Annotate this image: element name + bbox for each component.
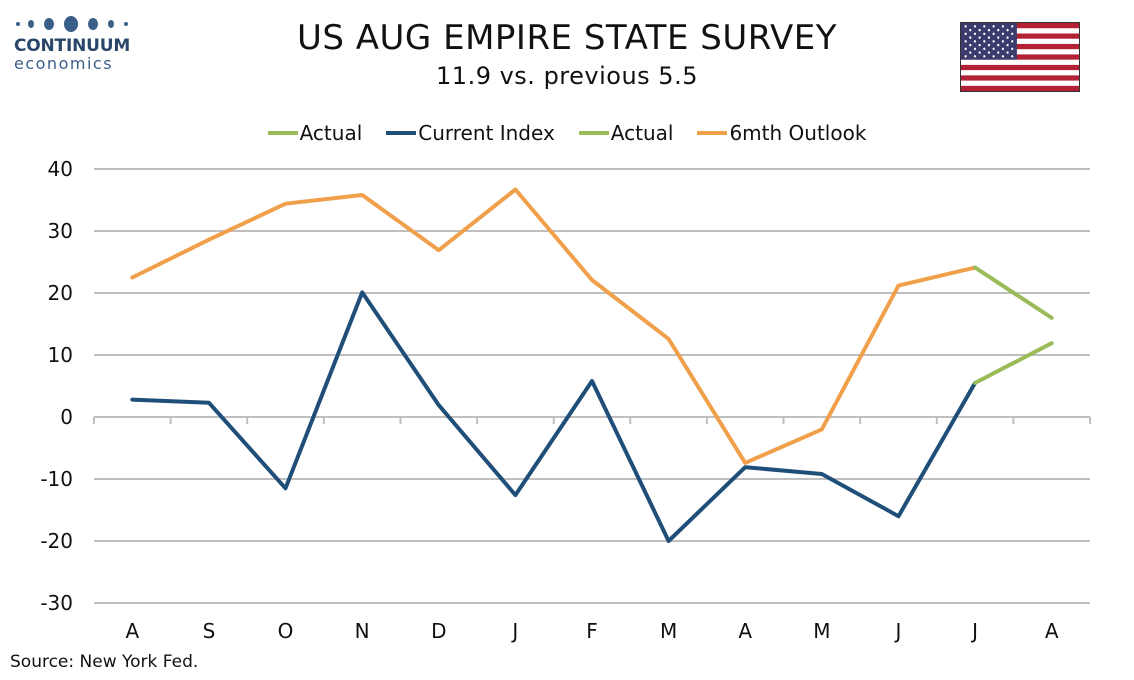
legend-label: Current Index: [418, 121, 555, 145]
legend-item: Actual: [578, 119, 674, 147]
x-tick-label: J: [970, 619, 978, 643]
y-tick-label: 30: [48, 219, 73, 243]
series-line-actual: [973, 341, 1054, 385]
y-tick-label: 10: [48, 343, 73, 367]
series-line-actual: [973, 265, 1054, 320]
company-logo: CONTINUUM economics: [14, 14, 144, 73]
x-tick-label: M: [660, 619, 677, 643]
y-tick-label: -30: [40, 591, 73, 615]
legend-item: 6mth Outlook: [697, 119, 866, 147]
x-tick-label: M: [813, 619, 830, 643]
us-flag-icon: [960, 22, 1080, 92]
legend-item: Actual: [267, 119, 363, 147]
x-tick-label: D: [431, 619, 446, 643]
chart-legend: Actual Current Index Actual 6mth Outlook: [0, 119, 1134, 147]
x-tick-label: A: [738, 619, 752, 643]
chart-subtitle: 11.9 vs. previous 5.5: [436, 62, 698, 90]
series-line-6mth-outlook: [130, 187, 978, 465]
x-tick-label: A: [125, 619, 139, 643]
series-line-current-index: [130, 290, 978, 543]
y-tick-label: 20: [48, 281, 73, 305]
y-tick-label: -20: [40, 529, 73, 553]
legend-label: 6mth Outlook: [729, 121, 867, 145]
legend-label: Actual: [299, 121, 363, 145]
logo-name: CONTINUUM: [14, 36, 131, 56]
x-tick-label: S: [203, 619, 216, 643]
legend-item: Current Index: [386, 119, 555, 147]
y-tick-label: 40: [48, 157, 73, 181]
source-note: Source: New York Fed.: [10, 652, 199, 672]
legend-label: Actual: [610, 121, 674, 145]
x-tick-label: N: [355, 619, 370, 643]
x-tick-label: A: [1045, 619, 1059, 643]
chart-title: US AUG EMPIRE STATE SURVEY: [297, 18, 837, 58]
y-tick-label: 0: [60, 405, 73, 429]
y-tick-label: -10: [40, 467, 73, 491]
legend-swatch: [267, 131, 298, 135]
x-tick-label: F: [586, 619, 598, 643]
legend-swatch: [386, 131, 417, 135]
legend-swatch: [578, 131, 609, 135]
logo-subtitle: economics: [14, 54, 114, 73]
x-tick-label: O: [278, 619, 294, 643]
x-tick-label: J: [510, 619, 518, 643]
x-tick-label: J: [894, 619, 902, 643]
legend-swatch: [697, 131, 728, 135]
logo-dots-icon: [14, 14, 144, 34]
